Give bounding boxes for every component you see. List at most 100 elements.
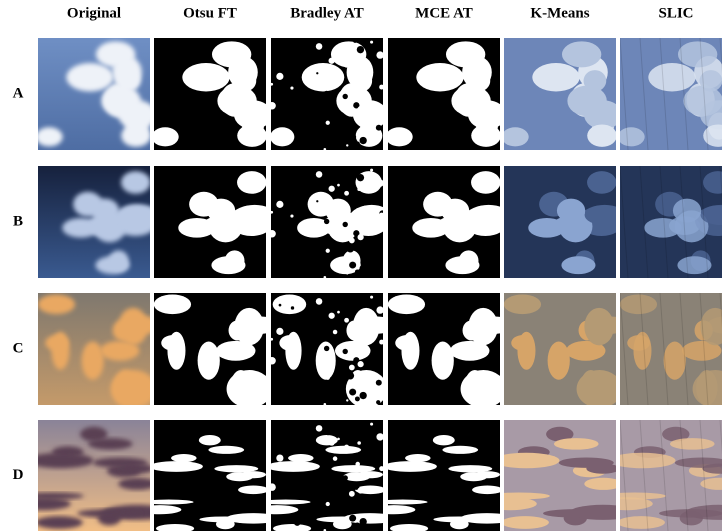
cloud-blob xyxy=(96,41,135,67)
noise xyxy=(268,102,276,110)
image-cell xyxy=(17,420,170,531)
noise xyxy=(324,472,329,477)
noise xyxy=(279,177,282,180)
noise xyxy=(276,73,283,80)
bright-band xyxy=(448,465,492,472)
noise xyxy=(347,117,355,125)
cloud-blob xyxy=(388,295,425,315)
cloud-blob xyxy=(493,453,560,468)
noise xyxy=(290,214,293,217)
cloud-blob xyxy=(659,509,722,517)
bright-band xyxy=(472,486,503,495)
image-cell xyxy=(504,166,625,278)
noise xyxy=(279,49,282,52)
bright-band xyxy=(474,471,500,478)
noise xyxy=(274,315,281,322)
cloud-blob xyxy=(198,342,220,380)
image-cell xyxy=(38,293,163,408)
noise xyxy=(294,519,301,526)
noise xyxy=(290,86,293,89)
bright-band xyxy=(325,446,361,454)
noise xyxy=(357,314,361,318)
cloud-blob xyxy=(587,171,616,194)
cloud-blob xyxy=(502,127,529,146)
noise xyxy=(326,432,329,435)
noise xyxy=(353,465,360,472)
noise xyxy=(324,403,327,406)
cloud-blob xyxy=(617,516,665,529)
noise xyxy=(357,46,364,53)
cloud-blob xyxy=(562,41,601,67)
cloud-blob xyxy=(93,458,148,468)
bright-band xyxy=(144,500,194,505)
cloud-blob xyxy=(587,124,617,146)
noise xyxy=(358,234,364,240)
noise xyxy=(270,83,273,86)
cloud-blob xyxy=(270,127,294,146)
noise xyxy=(355,523,360,528)
bright-band xyxy=(288,454,313,462)
cloud-blob xyxy=(77,509,141,517)
noise xyxy=(353,421,357,425)
noise xyxy=(326,50,329,53)
noise xyxy=(357,441,361,445)
image-cell xyxy=(599,420,722,531)
cloud-blob xyxy=(557,199,585,223)
cloud-blob xyxy=(386,127,413,146)
cloud-blob xyxy=(532,63,579,91)
noise xyxy=(376,433,383,440)
noise xyxy=(270,338,273,341)
image-cell xyxy=(483,420,636,531)
noise xyxy=(347,372,355,380)
noise xyxy=(324,276,327,279)
column-header: Original xyxy=(67,5,121,21)
image-cell xyxy=(38,166,159,278)
cloud-blob xyxy=(212,41,251,67)
noise xyxy=(279,304,282,307)
noise xyxy=(379,213,384,218)
noise xyxy=(346,525,348,527)
column-header: SLIC xyxy=(658,5,693,21)
cloud-blob xyxy=(211,256,245,274)
image-cell xyxy=(253,420,400,531)
noise xyxy=(333,456,338,461)
noise xyxy=(329,58,335,64)
cloud-blob xyxy=(664,342,686,380)
noise xyxy=(349,515,356,522)
noise xyxy=(301,61,307,67)
cloud-blob xyxy=(401,332,419,370)
noise xyxy=(347,498,355,506)
bright-band xyxy=(378,500,428,505)
noise xyxy=(376,179,383,186)
noise xyxy=(376,273,380,277)
bright-band xyxy=(357,471,383,478)
cloud-blob xyxy=(302,63,345,91)
cloud-blob xyxy=(36,127,63,146)
noise xyxy=(294,138,301,145)
cloud-blob xyxy=(118,70,141,91)
noise xyxy=(270,211,273,214)
noise xyxy=(353,294,357,298)
bright-band xyxy=(199,516,250,522)
image-grid xyxy=(17,38,722,531)
noise xyxy=(359,518,366,525)
noise xyxy=(299,489,304,494)
image-cell xyxy=(618,38,722,150)
noise xyxy=(294,393,301,400)
cloud-blob xyxy=(234,70,257,91)
row-label: B xyxy=(13,213,23,229)
image-cell xyxy=(620,166,722,278)
cloud-blob xyxy=(154,295,191,315)
cloud-blob xyxy=(577,370,623,408)
noise xyxy=(299,363,304,368)
noise xyxy=(329,313,335,319)
cloud-blob xyxy=(285,332,301,370)
noise xyxy=(291,179,294,182)
row-label: A xyxy=(13,85,24,101)
cloud-blob xyxy=(152,127,179,146)
image-cell xyxy=(502,38,622,150)
noise xyxy=(358,487,364,493)
noise xyxy=(370,169,373,172)
image-cell xyxy=(386,38,506,150)
column-header: K-Means xyxy=(530,5,589,21)
